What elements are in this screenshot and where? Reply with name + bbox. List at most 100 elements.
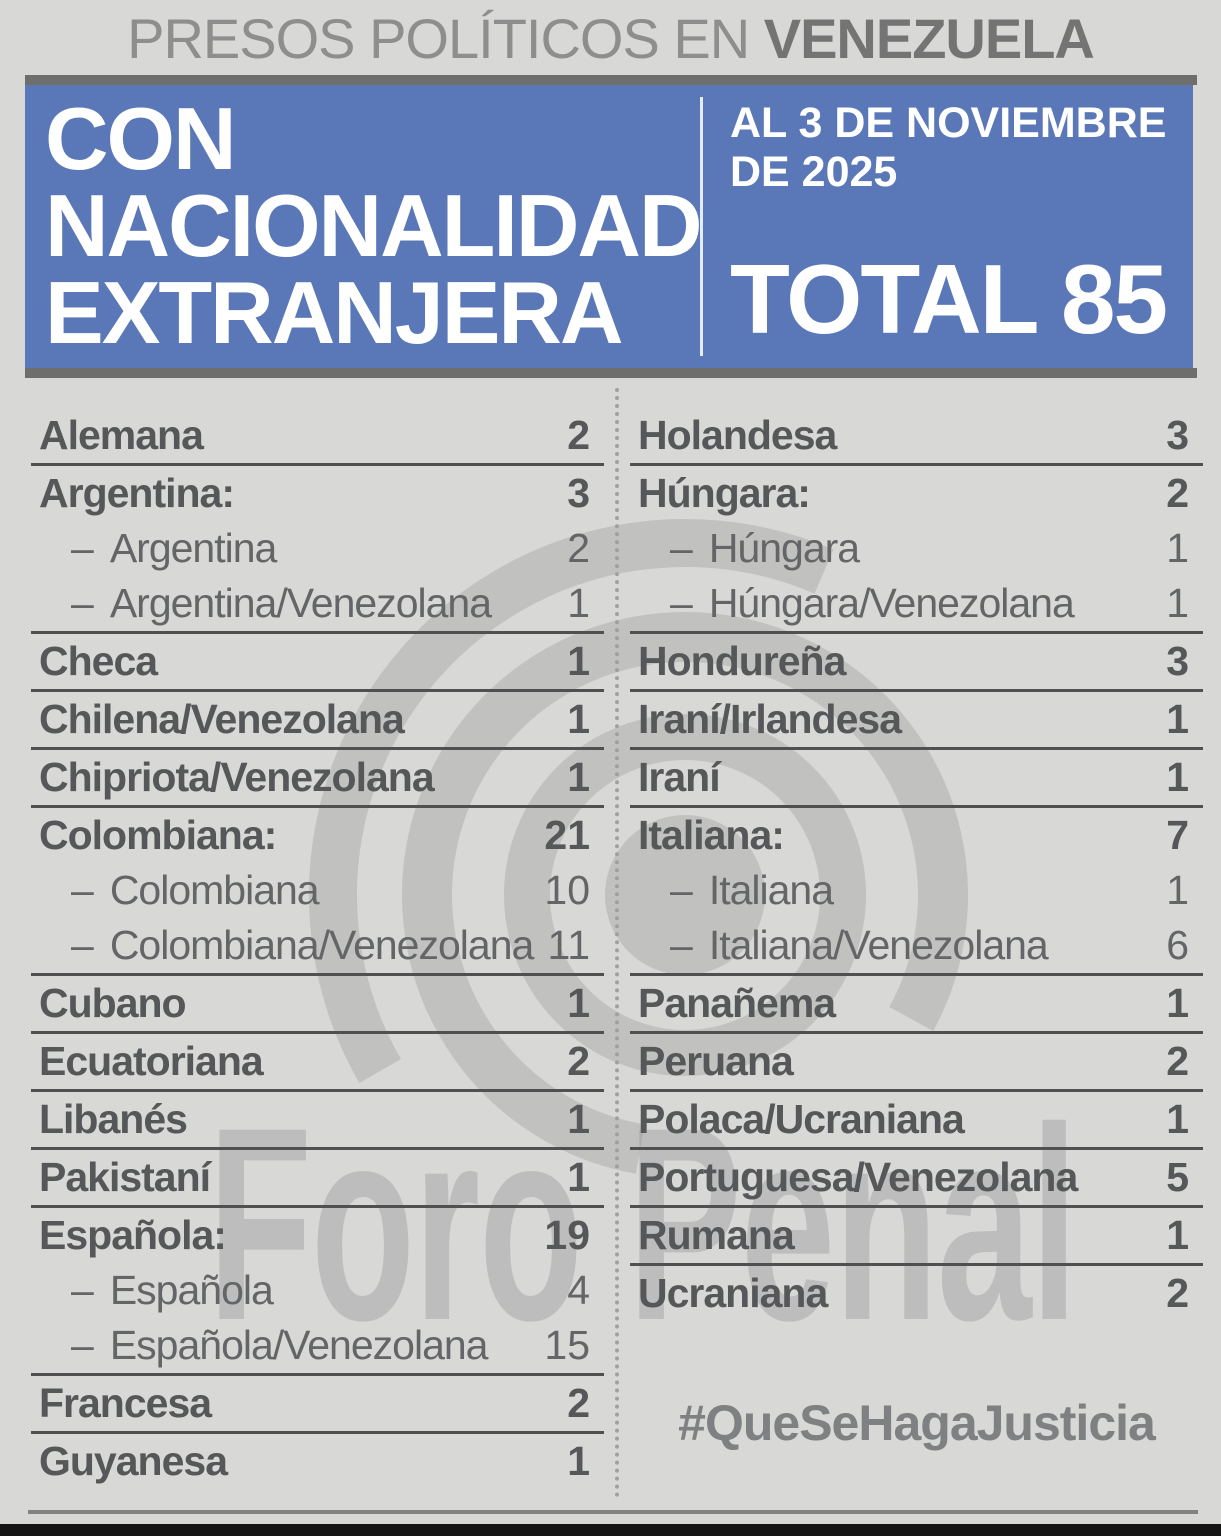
nationality-label: Argentina: bbox=[39, 470, 235, 516]
nationality-group: Pakistaní 1 bbox=[31, 1150, 604, 1208]
nationality-group: Iraní/Irlandesa 1 bbox=[630, 692, 1203, 750]
count-value: 4 bbox=[567, 1267, 590, 1313]
banner-bottom-bar bbox=[25, 368, 1197, 378]
table-row: Guyanesa 1 bbox=[31, 1434, 604, 1489]
count-value: 7 bbox=[1166, 812, 1189, 858]
page-title: PRESOS POLÍTICOS EN VENEZUELA bbox=[0, 6, 1221, 71]
nationality-label: Ucraniana bbox=[638, 1270, 828, 1316]
nationality-group: Hondureña 3 bbox=[630, 634, 1203, 692]
nationality-label: Húngara: bbox=[638, 470, 811, 516]
nationality-label: Checa bbox=[39, 638, 158, 684]
nationality-label: Panañema bbox=[638, 980, 836, 1026]
nationality-group: Portuguesa/Venezolana 5 bbox=[630, 1150, 1203, 1208]
count-value: 2 bbox=[567, 525, 590, 571]
nationality-label: Alemana bbox=[39, 412, 204, 458]
count-value: 1 bbox=[567, 638, 590, 684]
table-row: Polaca/Ucraniana 1 bbox=[630, 1092, 1203, 1147]
banner-heading: CON NACIONALIDAD EXTRANJERA bbox=[45, 89, 703, 357]
table-row: Chipriota/Venezolana 1 bbox=[31, 750, 604, 805]
count-value: 3 bbox=[1166, 412, 1189, 458]
count-value: 1 bbox=[567, 1438, 590, 1484]
count-value: 1 bbox=[1166, 1096, 1189, 1142]
footer-black-bar bbox=[0, 1524, 1221, 1536]
banner-heading-line1: CON bbox=[45, 89, 237, 188]
dash-prefix: – bbox=[71, 922, 94, 968]
dash-prefix: – bbox=[71, 1322, 94, 1368]
nationality-group: Francesa 2 bbox=[31, 1376, 604, 1434]
nationality-label: Rumana bbox=[638, 1212, 795, 1258]
table-row: Ucraniana 2 bbox=[630, 1266, 1203, 1321]
count-value: 1 bbox=[1166, 696, 1189, 742]
table-row: Argentina: 3 bbox=[31, 466, 604, 521]
table-row: Cubano 1 bbox=[31, 976, 604, 1031]
nationality-label: Argentina bbox=[109, 525, 278, 571]
table-row: Hondureña 3 bbox=[630, 634, 1203, 689]
nationality-group: Chipriota/Venezolana 1 bbox=[31, 750, 604, 808]
nationality-group: Rumana 1 bbox=[630, 1208, 1203, 1266]
nationality-label: Italiana/Venezolana bbox=[708, 922, 1049, 968]
banner-right-panel: AL 3 DE NOVIEMBRE DE 2025 TOTAL 85 bbox=[730, 99, 1181, 358]
table-row: Alemana 2 bbox=[31, 408, 604, 463]
nationality-group: Peruana 2 bbox=[630, 1034, 1203, 1092]
nationality-label: Iraní/Irlandesa bbox=[638, 696, 902, 742]
nationality-label: Francesa bbox=[39, 1380, 212, 1426]
count-value: 1 bbox=[1166, 525, 1189, 571]
banner-vertical-divider bbox=[700, 97, 703, 356]
nationality-group: Española: 19 – Española 4 – Española/Venezolan… bbox=[31, 1208, 604, 1376]
count-value: 1 bbox=[567, 1154, 590, 1200]
page-title-light: PRESOS POLÍTICOS EN bbox=[127, 7, 764, 70]
nationality-label: Ecuatoriana bbox=[39, 1038, 264, 1084]
nationality-label: Chilena/Venezolana bbox=[39, 696, 405, 742]
nationality-label: Española/Venezolana bbox=[109, 1322, 489, 1368]
nationality-label: Española: bbox=[39, 1212, 227, 1258]
nationality-group: Italiana: 7 – Italiana 1 – Italiana/Venezolana… bbox=[630, 808, 1203, 976]
nationality-label: Libanés bbox=[39, 1096, 188, 1142]
table-row: Colombiana: 21 bbox=[31, 808, 604, 863]
table-row: – Italiana/Venezolana 6 bbox=[630, 918, 1203, 973]
top-divider-bar bbox=[25, 75, 1197, 85]
nationality-label: Española bbox=[109, 1267, 274, 1313]
nationality-label: Polaca/Ucraniana bbox=[638, 1096, 965, 1142]
dash-prefix: – bbox=[670, 525, 693, 571]
count-value: 10 bbox=[544, 867, 590, 913]
table-row: Iraní/Irlandesa 1 bbox=[630, 692, 1203, 747]
nationality-group: Libanés 1 bbox=[31, 1092, 604, 1150]
column-dotted-divider bbox=[615, 388, 619, 1498]
nationality-group: Colombiana: 21 – Colombiana 10 – Colombiana/Ve… bbox=[31, 808, 604, 976]
nationality-group: Checa 1 bbox=[31, 634, 604, 692]
table-content: Foro Penal Alemana 2 Argentina: 3– Argentina… bbox=[0, 382, 1221, 1524]
table-row: Checa 1 bbox=[31, 634, 604, 689]
table-row: Francesa 2 bbox=[31, 1376, 604, 1431]
count-value: 6 bbox=[1166, 922, 1189, 968]
table-row: Rumana 1 bbox=[630, 1208, 1203, 1263]
table-row: Húngara: 2 bbox=[630, 466, 1203, 521]
table-row: – Argentina/Venezolana 1 bbox=[31, 576, 604, 631]
dash-prefix: – bbox=[71, 525, 94, 571]
table-row: – Española/Venezolana 15 bbox=[31, 1318, 604, 1373]
table-row: Holandesa 3 bbox=[630, 408, 1203, 463]
nationality-group: Panañema 1 bbox=[630, 976, 1203, 1034]
page-title-bold: VENEZUELA bbox=[763, 7, 1095, 70]
banner-date-line1: AL 3 DE NOVIEMBRE bbox=[730, 99, 1167, 147]
dash-prefix: – bbox=[670, 580, 693, 626]
dash-prefix: – bbox=[670, 922, 693, 968]
count-value: 2 bbox=[1166, 1038, 1189, 1084]
nationalities-column-right: Holandesa 3 Húngara: 2– Húngara 1– Húngara/Ven… bbox=[630, 408, 1203, 1321]
nationality-label: Iraní bbox=[638, 754, 721, 800]
table-row: – Colombiana/Venezolana 11 bbox=[31, 918, 604, 973]
table-row: Chilena/Venezolana 1 bbox=[31, 692, 604, 747]
table-row: – Húngara/Venezolana 1 bbox=[630, 576, 1203, 631]
count-value: 1 bbox=[1166, 1212, 1189, 1258]
count-value: 1 bbox=[567, 1096, 590, 1142]
nationality-label: Pakistaní bbox=[39, 1154, 211, 1200]
nationality-label: Argentina/Venezolana bbox=[109, 580, 492, 626]
banner-date-line2: DE 2025 bbox=[730, 148, 898, 196]
table-row: – Húngara 1 bbox=[630, 521, 1203, 576]
count-value: 2 bbox=[567, 1380, 590, 1426]
nationality-group: Húngara: 2 – Húngara 1 – Húngara/Venezolana 1 bbox=[630, 466, 1203, 634]
table-row: Ecuatoriana 2 bbox=[31, 1034, 604, 1089]
count-value: 15 bbox=[544, 1322, 590, 1368]
count-value: 11 bbox=[547, 922, 590, 968]
table-row: Pakistaní 1 bbox=[31, 1150, 604, 1205]
